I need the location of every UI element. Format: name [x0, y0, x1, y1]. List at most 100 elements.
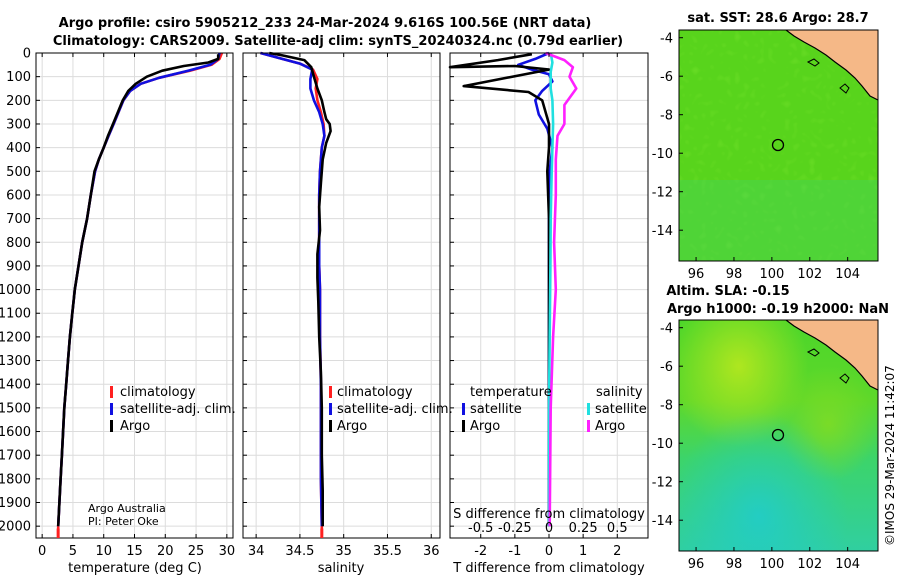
- map-y-tick-label: -12: [652, 476, 673, 491]
- x-tick-label: 0: [545, 544, 553, 559]
- y-tick-label: 700: [6, 212, 31, 227]
- y-tick-label: 2000: [0, 520, 31, 535]
- float-position-marker: [771, 138, 785, 152]
- series-line-argo: [56, 54, 220, 527]
- difference-top-xlabel: S difference from climatology: [453, 507, 645, 522]
- x-tick-label: 35.5: [373, 544, 402, 559]
- map-x-tick-label: 100: [759, 267, 784, 282]
- x-tick-label: 15: [126, 544, 143, 559]
- y-tick-label: 1700: [0, 449, 31, 464]
- map-y-tick-label: -4: [660, 32, 673, 47]
- legend-swatch-climatology: [329, 386, 332, 398]
- sla-map-frame: [678, 319, 879, 552]
- salinity-panel: 34 34.5 35 35.5 36: [242, 51, 441, 559]
- map-y-tick-label: -8: [660, 109, 673, 124]
- map-x-tick-label: 96: [688, 557, 705, 572]
- coastline: [785, 30, 878, 101]
- y-tick-label: 1800: [0, 472, 31, 487]
- difference-panel: -2 -1 0 1 2 -0.5 -0.25 0 0.25 0.5: [448, 51, 649, 559]
- sumatra-land: [786, 30, 878, 100]
- map-x-tick-label: 102: [797, 557, 822, 572]
- sst-map-axes: 96 98 100 102 104 -4 -6 -8 -10 -12 -14: [652, 32, 860, 282]
- y-tick-label: 800: [6, 236, 31, 251]
- map-x-tick-label: 102: [797, 267, 822, 282]
- top-x-tick-label: -0.25: [498, 521, 532, 536]
- x-tick-label: 2: [613, 544, 621, 559]
- map-y-tick-label: -10: [652, 437, 673, 452]
- y-tick-label: 1000: [0, 283, 31, 298]
- credit-org: Argo Australia: [88, 502, 166, 515]
- sla-map-axes: 96 98 100 102 104 -4 -6 -8 -10 -12 -14: [652, 322, 860, 572]
- legend-swatch-argo: [110, 420, 113, 432]
- temperature-xlabel: temperature (deg C): [68, 561, 202, 576]
- difference-xlabel: T difference from climatology: [452, 561, 645, 576]
- y-tick-label: 1300: [0, 354, 31, 369]
- y-tick-label: 1200: [0, 330, 31, 345]
- axes-frame: [242, 52, 441, 539]
- legend-swatch-s-argo: [587, 420, 590, 432]
- legend-swatch-climatology: [110, 386, 113, 398]
- x-tick-label: 34.5: [285, 544, 314, 559]
- x-tick-label: 10: [95, 544, 112, 559]
- salinity-legend: climatology satellite-adj. clim. Argo: [329, 385, 453, 434]
- y-tick-label: 1900: [0, 496, 31, 511]
- sst-cool-region: [679, 180, 878, 261]
- sumatra-land: [786, 320, 878, 390]
- series-line-climatology: [56, 52, 224, 536]
- legend-label-argo: Argo: [120, 419, 150, 434]
- legend-label-s-satellite: satellite: [595, 402, 647, 417]
- y-tick-label: 100: [6, 70, 31, 85]
- salinity-xlabel: salinity: [318, 561, 365, 576]
- difference-legend: temperature salinity satellite Argo sate…: [462, 385, 647, 434]
- legend-label-s-argo: Argo: [595, 419, 625, 434]
- series-line-t-argo: [448, 52, 551, 527]
- map-x-tick-label: 104: [835, 557, 860, 572]
- series-line-s-satellite: [547, 52, 555, 527]
- sst-map-title: sat. SST: 28.6 Argo: 28.7: [687, 11, 868, 26]
- legend-label-argo: Argo: [337, 419, 367, 434]
- map-y-tick-label: -10: [652, 147, 673, 162]
- island-outline: [806, 58, 820, 67]
- top-x-tick-label: 0.25: [569, 521, 598, 536]
- top-x-tick-label: -0.5: [468, 521, 493, 536]
- legend-label-climatology: climatology: [337, 385, 413, 400]
- map-x-tick-label: 98: [726, 557, 743, 572]
- legend-swatch-t-satellite: [462, 403, 465, 415]
- top-x-tick-label: 0: [545, 521, 553, 536]
- map-y-tick-label: -6: [660, 70, 673, 85]
- series-line-climatology: [260, 51, 326, 536]
- sst-map-frame: [678, 29, 879, 262]
- series-line-argo: [269, 51, 332, 527]
- island-outline: [806, 348, 820, 357]
- map-x-tick-label: 96: [688, 267, 705, 282]
- legend-label-t-satellite: satellite: [470, 402, 522, 417]
- map-y-tick-label: -12: [652, 186, 673, 201]
- legend-swatch-s-satellite: [587, 403, 590, 415]
- legend-title-salinity: salinity: [596, 385, 643, 400]
- series-line-s-argo: [545, 51, 578, 527]
- map-y-tick-label: -14: [652, 514, 673, 529]
- legend-swatch-satellite: [110, 403, 113, 415]
- y-tick-label: 900: [6, 259, 31, 274]
- map-x-tick-label: 100: [759, 557, 784, 572]
- figure-title-line1: Argo profile: csiro 5905212_233 24-Mar-2…: [59, 16, 592, 31]
- y-tick-label: 500: [6, 165, 31, 180]
- x-tick-label: -2: [474, 544, 487, 559]
- credit-pi: PI: Peter Oke: [88, 515, 159, 528]
- legend-label-climatology: climatology: [120, 385, 196, 400]
- legend-swatch-argo: [329, 420, 332, 432]
- x-tick-label: 1: [579, 544, 587, 559]
- island-outline: [839, 373, 850, 384]
- sla-map-title: Altim. SLA: -0.15: [666, 284, 789, 299]
- x-tick-label: 30: [219, 544, 236, 559]
- legend-label-t-argo: Argo: [470, 419, 500, 434]
- x-tick-label: 0: [38, 544, 46, 559]
- legend-swatch-t-argo: [462, 420, 465, 432]
- x-tick-label: 25: [188, 544, 205, 559]
- sla-map-subtitle: Argo h1000: -0.19 h2000: NaN: [667, 302, 889, 317]
- temperature-legend: climatology satellite-adj. clim. Argo: [110, 385, 236, 434]
- y-tick-label: 300: [6, 117, 31, 132]
- legend-swatch-satellite: [329, 403, 332, 415]
- y-tick-label: 200: [6, 94, 31, 109]
- island-outline: [839, 83, 850, 94]
